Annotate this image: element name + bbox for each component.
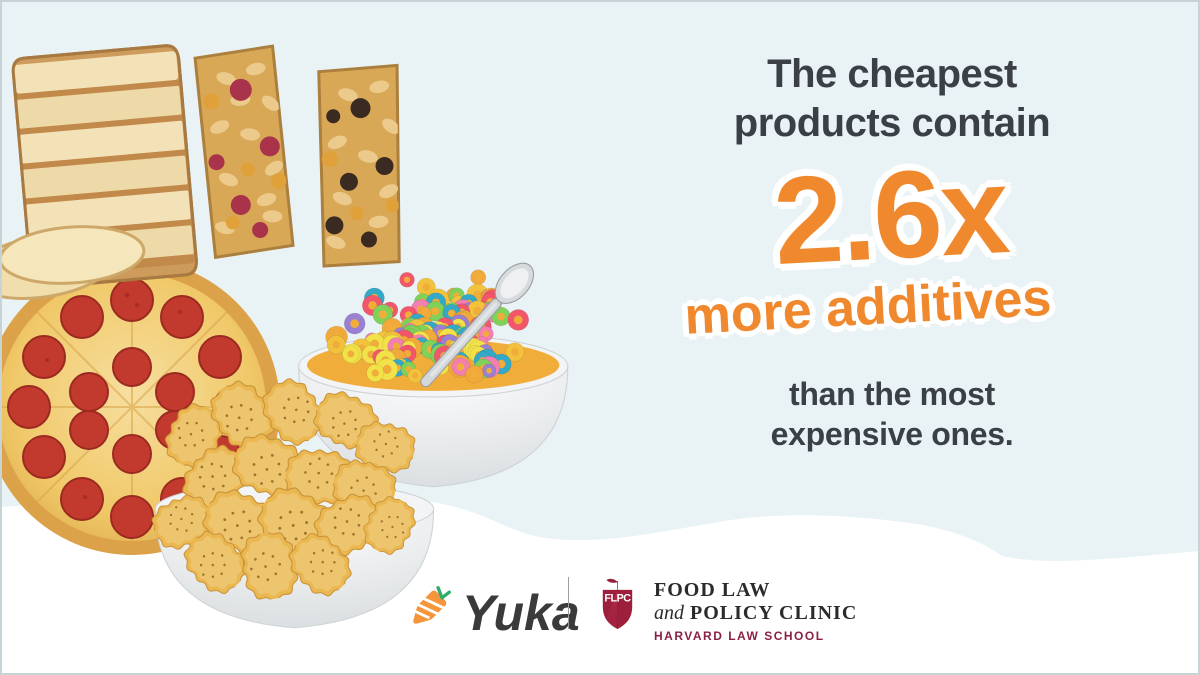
svg-text:FLPC: FLPC [604, 593, 631, 605]
